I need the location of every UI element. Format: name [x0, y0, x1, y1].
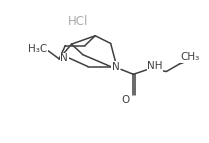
Text: HCl: HCl	[68, 15, 88, 27]
Text: O: O	[121, 95, 129, 105]
Text: NH: NH	[147, 61, 163, 71]
Text: N: N	[112, 62, 120, 72]
Text: CH₃: CH₃	[180, 52, 200, 62]
Text: H₃C: H₃C	[28, 44, 47, 54]
Text: N: N	[60, 53, 68, 63]
